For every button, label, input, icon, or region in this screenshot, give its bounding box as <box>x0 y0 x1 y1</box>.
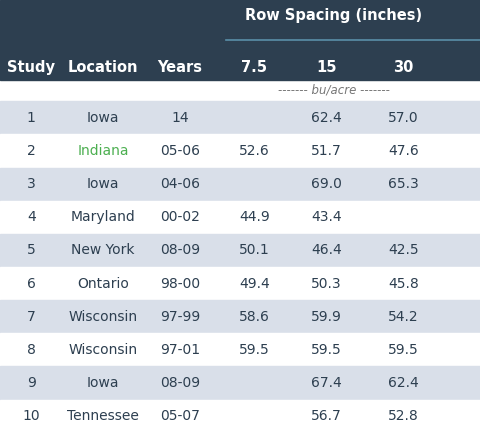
Text: 6: 6 <box>27 276 36 291</box>
Text: 97-01: 97-01 <box>160 343 200 357</box>
Text: 50.1: 50.1 <box>239 243 270 258</box>
Text: 56.7: 56.7 <box>311 409 342 423</box>
Text: 10: 10 <box>23 409 40 423</box>
Bar <box>0 400 480 433</box>
Text: 8: 8 <box>27 343 36 357</box>
Text: 59.5: 59.5 <box>311 343 342 357</box>
Text: Study: Study <box>7 60 55 75</box>
Text: 51.7: 51.7 <box>311 144 342 158</box>
Text: 59.5: 59.5 <box>388 343 419 357</box>
Text: 50.3: 50.3 <box>311 276 342 291</box>
Text: Row Spacing (inches): Row Spacing (inches) <box>245 8 422 23</box>
Text: 00-02: 00-02 <box>160 210 200 224</box>
Text: Wisconsin: Wisconsin <box>69 310 138 324</box>
Text: Iowa: Iowa <box>87 177 120 191</box>
Text: 08-09: 08-09 <box>160 243 200 258</box>
Text: 46.4: 46.4 <box>311 243 342 258</box>
Bar <box>0 234 480 267</box>
Text: 08-09: 08-09 <box>160 376 200 390</box>
Bar <box>0 201 480 234</box>
Text: 3: 3 <box>27 177 36 191</box>
Text: 67.4: 67.4 <box>311 376 342 390</box>
Text: Iowa: Iowa <box>87 111 120 125</box>
Bar <box>0 333 480 366</box>
Text: Tennessee: Tennessee <box>67 409 139 423</box>
Text: 57.0: 57.0 <box>388 111 419 125</box>
Text: 62.4: 62.4 <box>311 111 342 125</box>
Text: Indiana: Indiana <box>77 144 129 158</box>
Text: 2: 2 <box>27 144 36 158</box>
Text: 15: 15 <box>316 60 336 75</box>
Text: 05-07: 05-07 <box>160 409 200 423</box>
Text: 04-06: 04-06 <box>160 177 200 191</box>
Bar <box>0 267 480 300</box>
Text: 43.4: 43.4 <box>311 210 342 224</box>
Bar <box>0 101 480 134</box>
Text: 44.9: 44.9 <box>239 210 270 224</box>
Text: Iowa: Iowa <box>87 376 120 390</box>
Bar <box>0 134 480 168</box>
Text: 97-99: 97-99 <box>160 310 200 324</box>
Bar <box>0 168 480 201</box>
Text: 62.4: 62.4 <box>388 376 419 390</box>
Text: Location: Location <box>68 60 138 75</box>
Text: 45.8: 45.8 <box>388 276 419 291</box>
Text: 30: 30 <box>393 60 413 75</box>
Text: 59.9: 59.9 <box>311 310 342 324</box>
Bar <box>0 0 480 80</box>
Text: Ontario: Ontario <box>77 276 129 291</box>
Text: New York: New York <box>72 243 135 258</box>
Bar <box>0 366 480 400</box>
Text: Years: Years <box>157 60 203 75</box>
Text: Wisconsin: Wisconsin <box>69 343 138 357</box>
Text: 47.6: 47.6 <box>388 144 419 158</box>
Text: 58.6: 58.6 <box>239 310 270 324</box>
Text: 14: 14 <box>171 111 189 125</box>
Text: 52.8: 52.8 <box>388 409 419 423</box>
Text: 54.2: 54.2 <box>388 310 419 324</box>
Text: 59.5: 59.5 <box>239 343 270 357</box>
Text: 1: 1 <box>27 111 36 125</box>
Text: 65.3: 65.3 <box>388 177 419 191</box>
Text: ------- bu/acre -------: ------- bu/acre ------- <box>277 84 390 97</box>
Text: 52.6: 52.6 <box>239 144 270 158</box>
Text: 7: 7 <box>27 310 36 324</box>
Text: 42.5: 42.5 <box>388 243 419 258</box>
Text: 69.0: 69.0 <box>311 177 342 191</box>
Text: 5: 5 <box>27 243 36 258</box>
Text: 98-00: 98-00 <box>160 276 200 291</box>
Text: 05-06: 05-06 <box>160 144 200 158</box>
Text: Maryland: Maryland <box>71 210 135 224</box>
Text: 49.4: 49.4 <box>239 276 270 291</box>
Text: 7.5: 7.5 <box>241 60 267 75</box>
Bar <box>0 300 480 333</box>
Text: 9: 9 <box>27 376 36 390</box>
Text: 4: 4 <box>27 210 36 224</box>
